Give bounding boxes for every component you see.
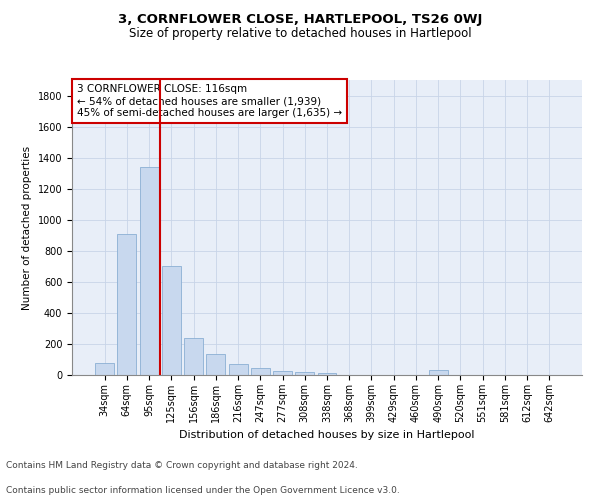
Bar xyxy=(429,370,448,375)
Y-axis label: Number of detached properties: Number of detached properties xyxy=(22,146,32,310)
Bar xyxy=(317,372,337,375)
Bar xyxy=(95,362,114,375)
Bar xyxy=(229,364,248,375)
Text: 3 CORNFLOWER CLOSE: 116sqm
← 54% of detached houses are smaller (1,939)
45% of s: 3 CORNFLOWER CLOSE: 116sqm ← 54% of deta… xyxy=(77,84,342,117)
Bar xyxy=(251,368,270,375)
Bar xyxy=(118,234,136,375)
Bar xyxy=(140,167,158,375)
Bar xyxy=(162,266,181,375)
Bar xyxy=(184,338,203,375)
Bar xyxy=(273,371,292,375)
Text: Contains public sector information licensed under the Open Government Licence v3: Contains public sector information licen… xyxy=(6,486,400,495)
Text: Contains HM Land Registry data © Crown copyright and database right 2024.: Contains HM Land Registry data © Crown c… xyxy=(6,461,358,470)
Bar xyxy=(206,354,225,375)
Text: 3, CORNFLOWER CLOSE, HARTLEPOOL, TS26 0WJ: 3, CORNFLOWER CLOSE, HARTLEPOOL, TS26 0W… xyxy=(118,12,482,26)
Text: Size of property relative to detached houses in Hartlepool: Size of property relative to detached ho… xyxy=(128,28,472,40)
Bar xyxy=(295,372,314,375)
X-axis label: Distribution of detached houses by size in Hartlepool: Distribution of detached houses by size … xyxy=(179,430,475,440)
